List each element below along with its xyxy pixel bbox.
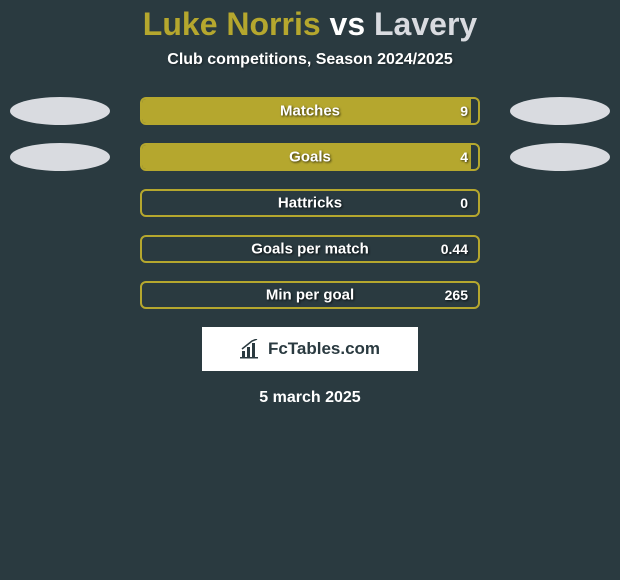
subtitle: Club competitions, Season 2024/2025 [0,51,620,69]
stat-value: 265 [445,287,468,303]
stat-bar: Hattricks 0 [140,189,480,217]
player2-name: Lavery [374,6,477,42]
stat-value: 4 [460,149,468,165]
player1-name: Luke Norris [143,6,321,42]
player2-ellipse [510,143,610,171]
stat-bar: Goals per match 0.44 [140,235,480,263]
chart-icon [240,339,262,359]
player1-ellipse [10,143,110,171]
stat-value: 0.44 [441,241,468,257]
stat-label: Goals [289,149,331,166]
stat-label: Goals per match [251,241,369,258]
vs-text: vs [330,6,366,42]
brand-badge: FcTables.com [202,327,418,371]
stat-bar: Min per goal 265 [140,281,480,309]
stat-value: 0 [460,195,468,211]
stat-label: Matches [280,103,340,120]
stat-row: Matches 9 [0,97,620,125]
comparison-title: Luke Norris vs Lavery [0,6,620,43]
stat-bar: Goals 4 [140,143,480,171]
brand-text: FcTables.com [268,339,380,359]
stat-bar: Matches 9 [140,97,480,125]
stat-row: Min per goal 265 [0,281,620,309]
stat-value: 9 [460,103,468,119]
stat-label: Hattricks [278,195,342,212]
date-text: 5 march 2025 [0,389,620,407]
stat-row: Hattricks 0 [0,189,620,217]
player1-ellipse [10,97,110,125]
stats-container: Matches 9 Goals 4 Hattricks 0 Goals per match 0… [0,97,620,309]
stat-row: Goals per match 0.44 [0,235,620,263]
stat-row: Goals 4 [0,143,620,171]
player2-ellipse [510,97,610,125]
stat-label: Min per goal [266,287,354,304]
